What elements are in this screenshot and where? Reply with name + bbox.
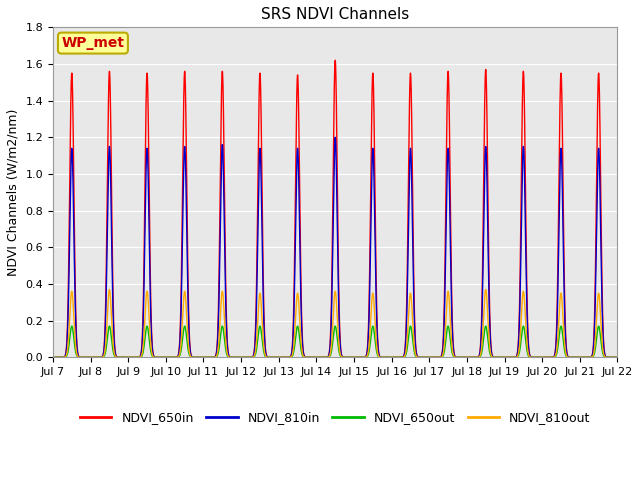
Y-axis label: NDVI Channels (W/m2/nm): NDVI Channels (W/m2/nm) bbox=[7, 108, 20, 276]
Text: WP_met: WP_met bbox=[61, 36, 124, 50]
Legend: NDVI_650in, NDVI_810in, NDVI_650out, NDVI_810out: NDVI_650in, NDVI_810in, NDVI_650out, NDV… bbox=[76, 407, 595, 430]
Title: SRS NDVI Channels: SRS NDVI Channels bbox=[261, 7, 410, 22]
